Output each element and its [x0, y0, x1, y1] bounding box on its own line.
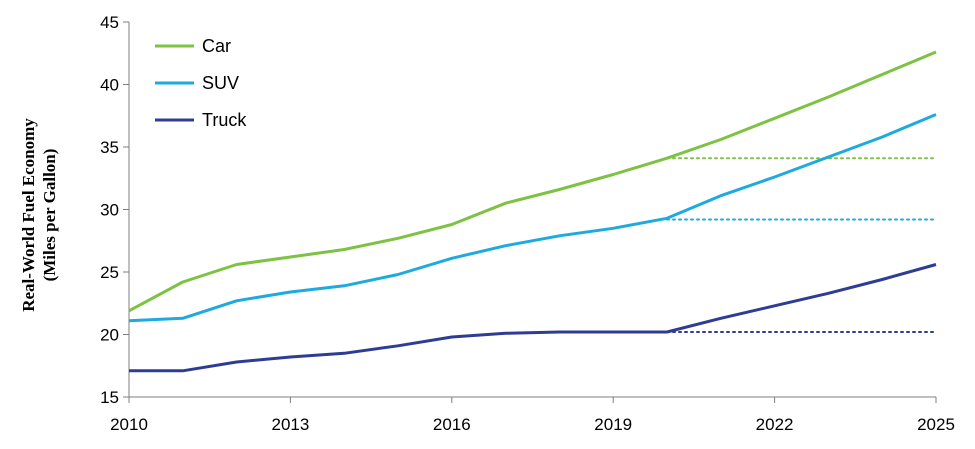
legend: Car SUV Truck — [155, 36, 247, 130]
y-tick-label: 15 — [100, 388, 119, 407]
x-tick-label: 2019 — [594, 415, 632, 434]
y-tick-label: 35 — [100, 138, 119, 157]
series-suv-line — [128, 113, 937, 323]
y-axis-title-line2: (Miles per Gallon) — [40, 149, 59, 282]
series-car-line — [128, 50, 937, 313]
legend-label-car: Car — [202, 36, 231, 56]
y-tick-label: 40 — [100, 76, 119, 95]
y-tick-label: 20 — [100, 326, 119, 345]
x-tick-label: 2010 — [110, 415, 148, 434]
x-tick-label: 2013 — [271, 415, 309, 434]
y-tick-label: 45 — [100, 13, 119, 32]
y-tick-label: 25 — [100, 263, 119, 282]
x-tick-label: 2025 — [917, 415, 955, 434]
series-layer — [128, 50, 937, 373]
legend-label-truck: Truck — [202, 110, 247, 130]
x-tick-label: 2022 — [756, 415, 794, 434]
series-truck-line — [129, 263, 937, 373]
legend-label-suv: SUV — [202, 73, 239, 93]
y-axis-title-line1: Real-World Fuel Economy — [19, 118, 38, 312]
y-tick-label: 30 — [100, 201, 119, 220]
y-axis-title: Real-World Fuel Economy (Miles per Gallo… — [19, 118, 59, 312]
x-tick-label: 2016 — [433, 415, 471, 434]
